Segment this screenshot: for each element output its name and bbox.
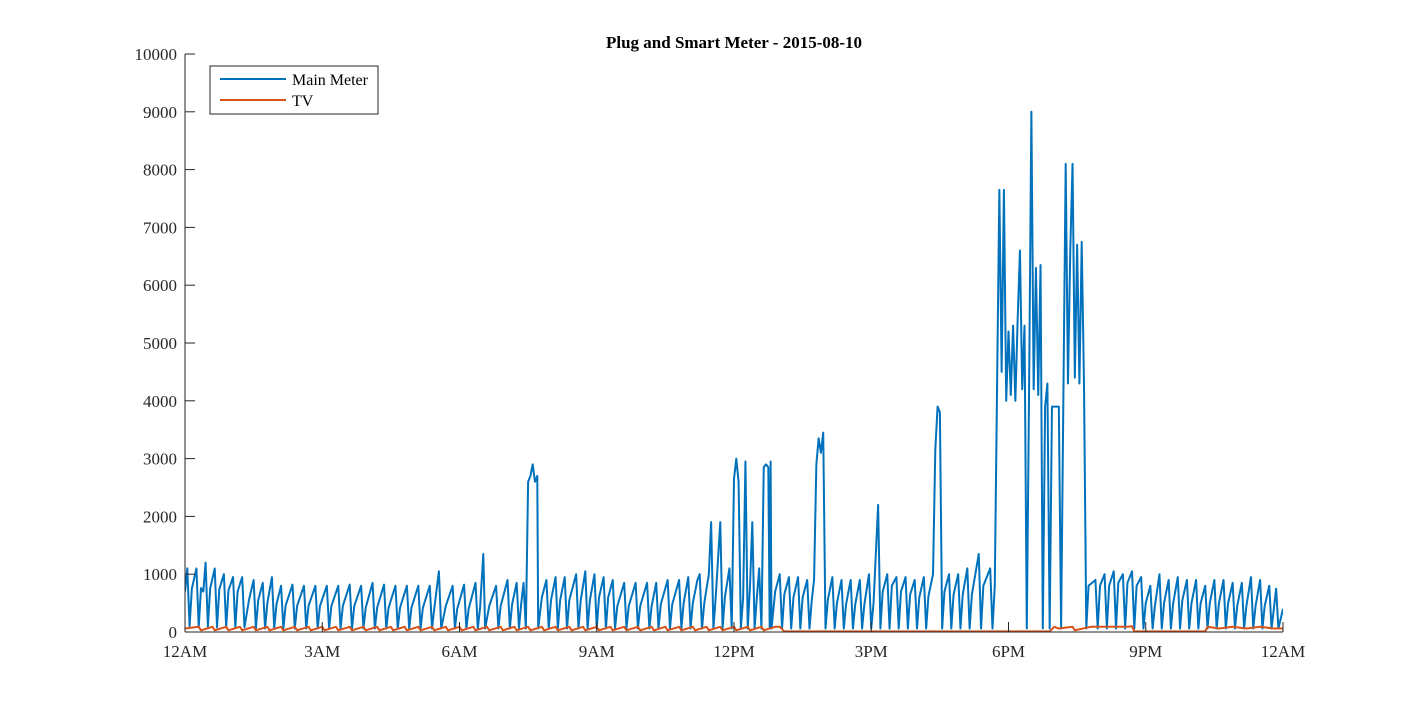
x-ticks: 12AM 3AM 6AM 9AM 12PM 3PM 6PM 9PM 12AM: [163, 622, 1305, 661]
x-tick-label: 9AM: [579, 642, 615, 661]
x-tick-label: 3AM: [304, 642, 340, 661]
x-tick-label: 12AM: [163, 642, 207, 661]
x-tick-label: 12AM: [1261, 642, 1305, 661]
y-tick-label: 9000: [143, 103, 177, 122]
y-tick-label: 6000: [143, 276, 177, 295]
y-tick-label: 4000: [143, 392, 177, 411]
y-tick-label: 1000: [143, 565, 177, 584]
x-tick-label: 3PM: [855, 642, 888, 661]
legend-label-tv: TV: [292, 93, 314, 110]
x-tick-label: 6AM: [442, 642, 478, 661]
y-tick-label: 2000: [143, 507, 177, 526]
y-ticks: 0 1000 2000 3000 4000 5000 6000 7000 8000 9000 100…: [135, 45, 195, 642]
y-tick-label: 5000: [143, 334, 177, 353]
y-tick-label: 3000: [143, 450, 177, 469]
y-tick-label: 10000: [135, 45, 178, 64]
y-tick-label: 7000: [143, 218, 177, 237]
chart-title: Plug and Smart Meter - 2015-08-10: [606, 33, 862, 52]
series-layer: [185, 110, 1283, 632]
legend: Main Meter TV: [209, 65, 379, 115]
y-tick-label: 0: [169, 623, 178, 642]
plot-area: [185, 110, 1283, 632]
legend-label-main-meter: Main Meter: [292, 72, 369, 89]
x-tick-label: 12PM: [713, 642, 755, 661]
x-tick-label: 9PM: [1129, 642, 1162, 661]
series-line-tv: [185, 625, 1283, 632]
legend-box: [209, 65, 379, 115]
x-tick-label: 6PM: [992, 642, 1025, 661]
series-line-main-meter: [185, 110, 1283, 630]
y-tick-label: 8000: [143, 161, 177, 180]
